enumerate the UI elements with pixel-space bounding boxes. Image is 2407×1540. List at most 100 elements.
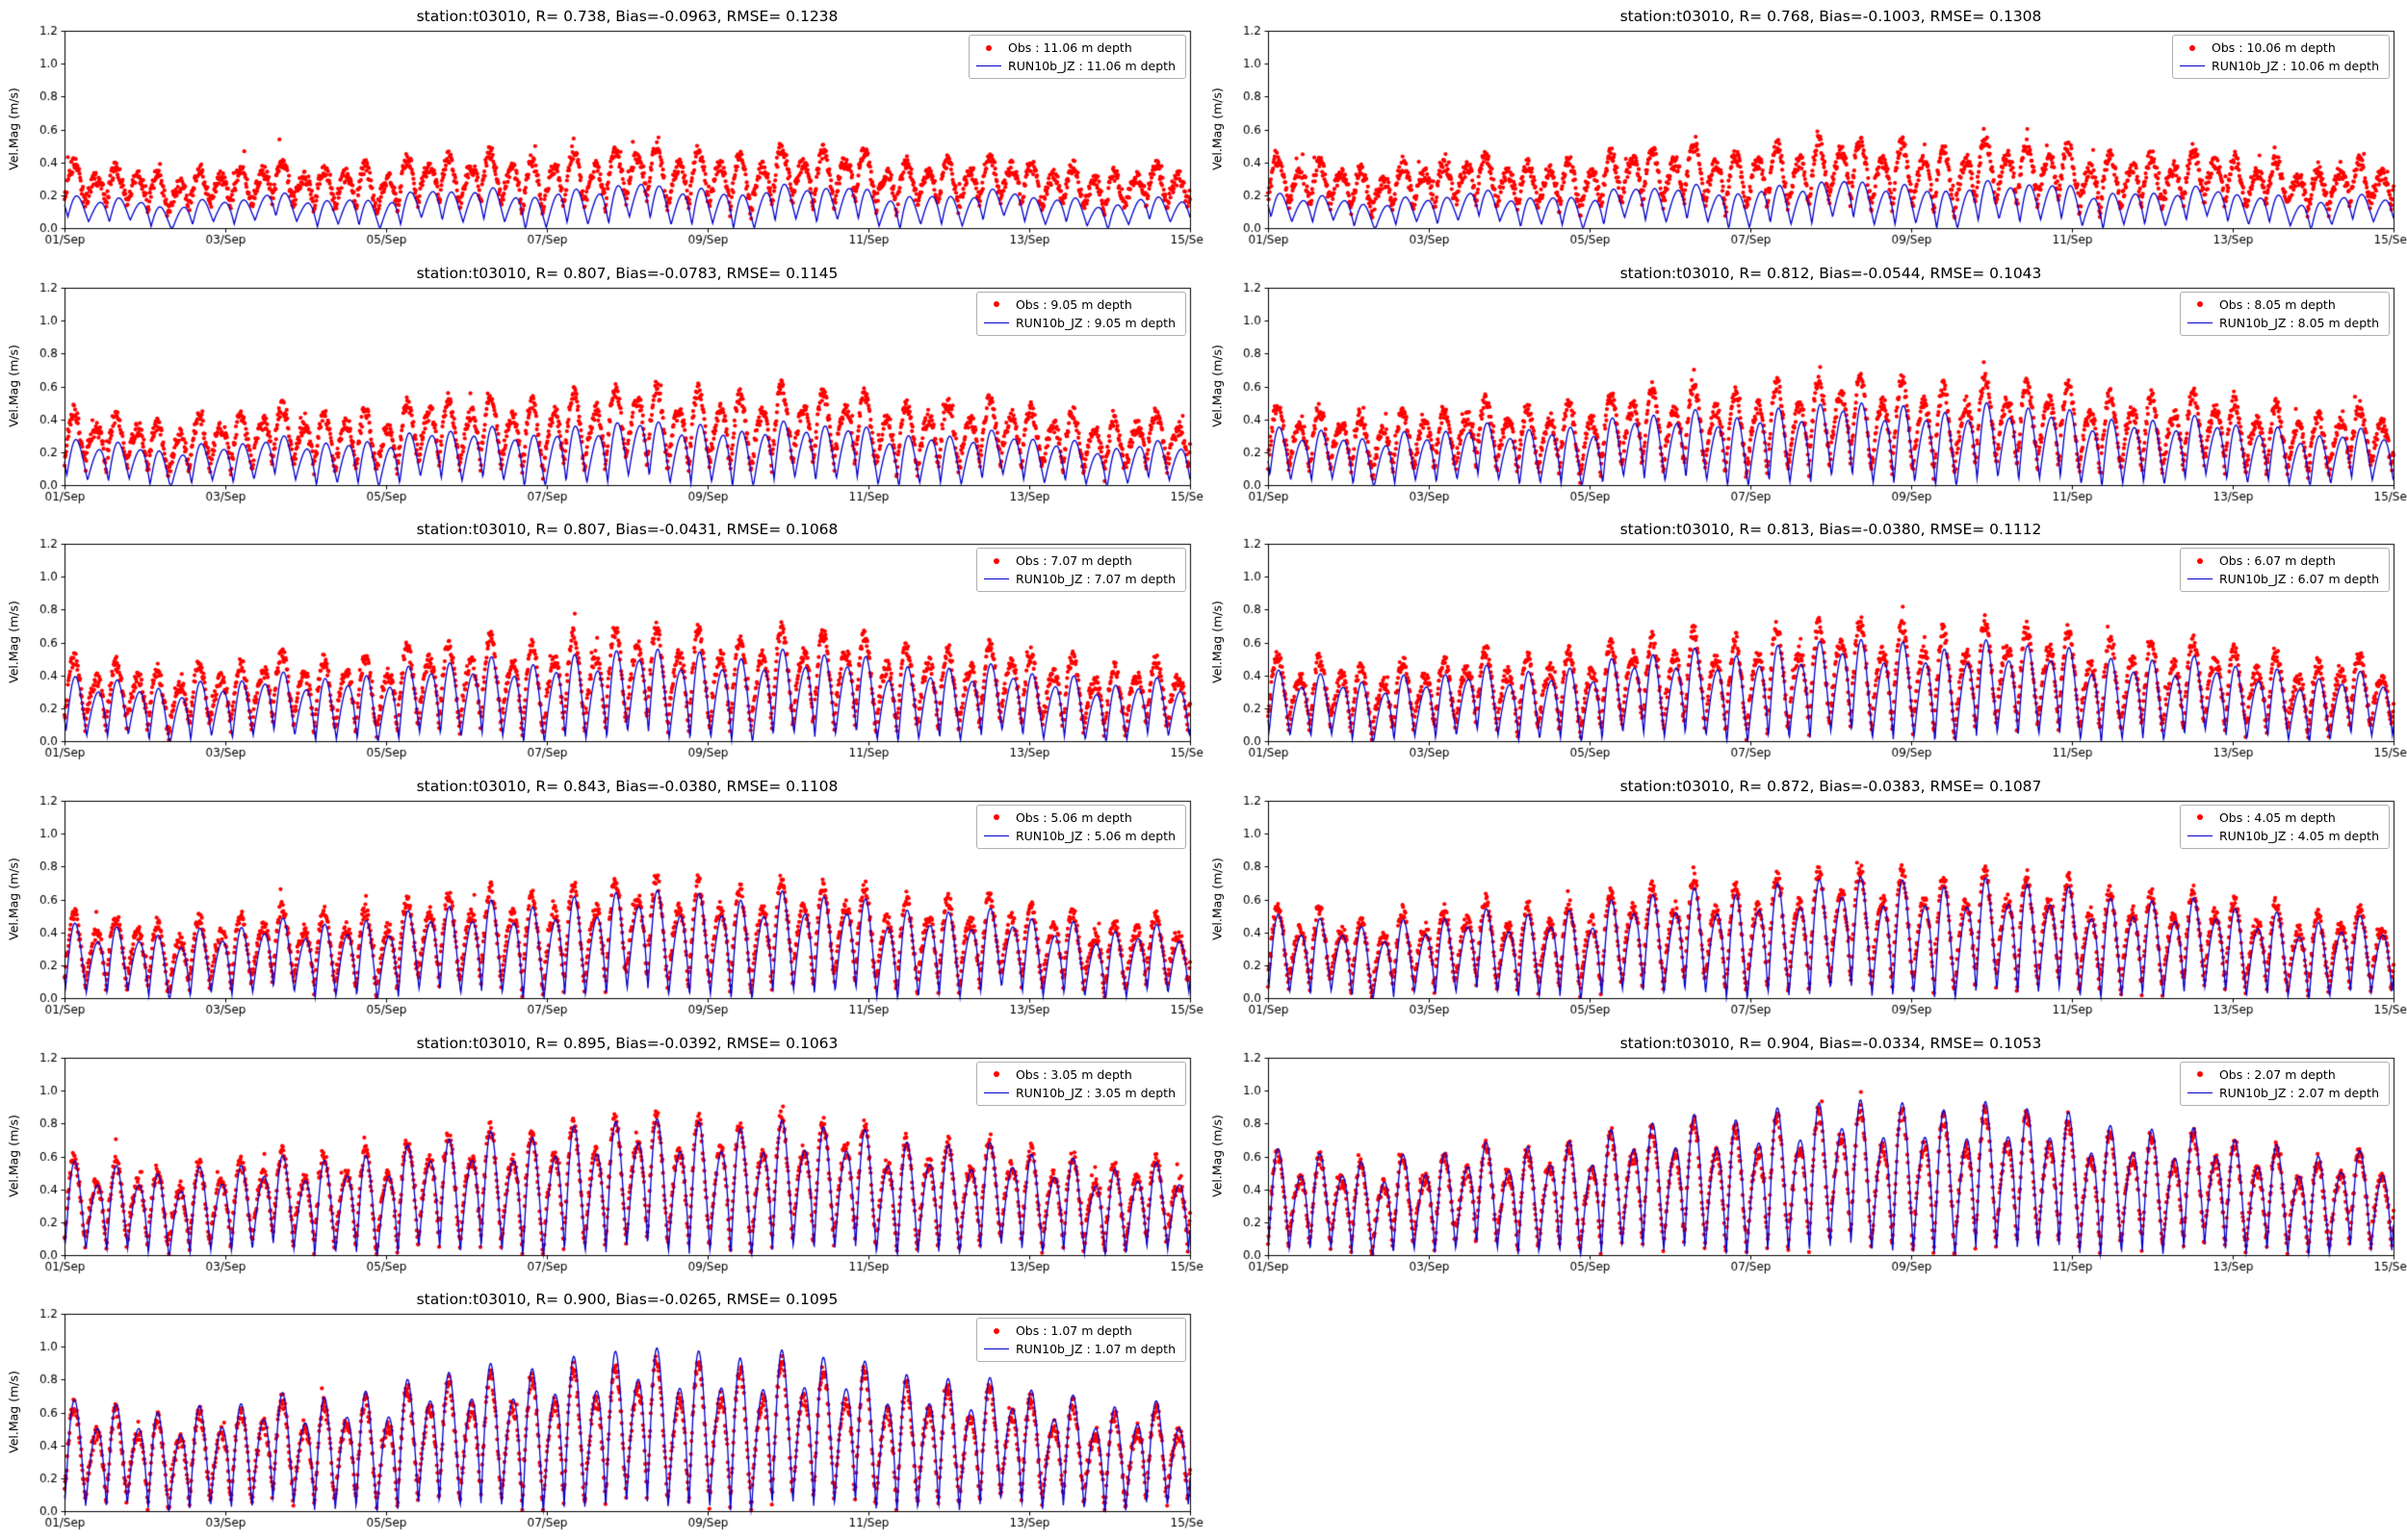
obs-dot-icon [2187,1071,2213,1078]
legend-item-model: RUN10b_JZ : 8.05 m depth [2187,315,2379,331]
model-legend-label: RUN10b_JZ : 2.07 m depth [2218,1085,2379,1100]
subplot-panel-depth-8.05: station:t03010, R= 0.812, Bias=-0.0544, … [1204,256,2407,514]
model-line-icon [2187,1091,2213,1093]
legend: Obs : 10.06 m depth RUN10b_JZ : 10.06 m … [2172,35,2390,79]
legend-item-obs: Obs : 11.06 m depth [976,39,1176,56]
legend: Obs : 7.07 m depth RUN10b_JZ : 7.07 m de… [975,548,1186,593]
obs-dot-icon [984,1071,1009,1078]
model-line-icon [2180,65,2206,66]
legend: Obs : 9.05 m depth RUN10b_JZ : 9.05 m de… [975,291,1186,336]
legend: Obs : 2.07 m depth RUN10b_JZ : 2.07 m de… [2179,1061,2390,1106]
obs-legend-label: Obs : 3.05 m depth [1015,1066,1132,1082]
y-axis-label: Vel.Mag (m/s) [6,1371,21,1454]
y-axis-label: Vel.Mag (m/s) [1209,344,1225,427]
model-legend-label: RUN10b_JZ : 7.07 m depth [1015,572,1176,587]
legend: Obs : 8.05 m depth RUN10b_JZ : 8.05 m de… [2179,291,2390,336]
y-axis-label: Vel.Mag (m/s) [6,344,21,427]
model-legend-label: RUN10b_JZ : 9.05 m depth [1015,315,1176,330]
legend: Obs : 11.06 m depth RUN10b_JZ : 11.06 m … [969,35,1186,79]
obs-dot-icon [984,557,1009,564]
panel-title: station:t03010, R= 0.807, Bias=-0.0783, … [416,264,839,282]
legend-item-obs: Obs : 5.06 m depth [984,809,1176,826]
legend-item-obs: Obs : 2.07 m depth [2187,1066,2379,1083]
obs-dot-icon [984,814,1009,821]
subplot-panel-depth-11.06: station:t03010, R= 0.738, Bias=-0.0963, … [0,0,1204,257]
panel-title: station:t03010, R= 0.768, Bias=-0.1003, … [1619,8,2042,25]
subplot-panel-depth-1.07: station:t03010, R= 0.900, Bias=-0.0265, … [0,1283,1204,1540]
model-legend-label: RUN10b_JZ : 10.06 m depth [2212,59,2379,73]
obs-dot-icon [2187,814,2213,821]
legend: Obs : 3.05 m depth RUN10b_JZ : 3.05 m de… [975,1061,1186,1106]
subplot-panel-depth-4.05: station:t03010, R= 0.872, Bias=-0.0383, … [1204,769,2407,1027]
obs-legend-label: Obs : 1.07 m depth [1015,1323,1132,1339]
subplot-panel-depth-5.06: station:t03010, R= 0.843, Bias=-0.0380, … [0,769,1204,1027]
panel-title: station:t03010, R= 0.900, Bias=-0.0265, … [416,1291,839,1309]
panel-title: station:t03010, R= 0.843, Bias=-0.0380, … [416,777,839,795]
obs-legend-label: Obs : 11.06 m depth [1008,40,1132,55]
obs-dot-icon [2187,557,2213,564]
model-legend-label: RUN10b_JZ : 4.05 m depth [2218,828,2379,843]
y-axis-label: Vel.Mag (m/s) [6,858,21,940]
legend-item-model: RUN10b_JZ : 9.05 m depth [983,315,1176,331]
legend-item-model: RUN10b_JZ : 1.07 m depth [983,1341,1176,1357]
model-line-icon [2187,321,2213,323]
y-axis-label: Vel.Mag (m/s) [1209,88,1225,170]
panel-title: station:t03010, R= 0.872, Bias=-0.0383, … [1619,777,2042,795]
legend-item-model: RUN10b_JZ : 10.06 m depth [2180,58,2379,74]
y-axis-label: Vel.Mag (m/s) [1209,858,1225,940]
legend-item-obs: Obs : 6.07 m depth [2187,552,2379,569]
legend-item-model: RUN10b_JZ : 5.06 m depth [983,828,1176,844]
subplot-panel-depth-9.05: station:t03010, R= 0.807, Bias=-0.0783, … [0,256,1204,514]
obs-legend-label: Obs : 2.07 m depth [2218,1066,2336,1082]
legend-item-model: RUN10b_JZ : 3.05 m depth [983,1085,1176,1101]
model-legend-label: RUN10b_JZ : 5.06 m depth [1015,828,1176,843]
model-legend-label: RUN10b_JZ : 3.05 m depth [1015,1085,1176,1100]
legend: Obs : 6.07 m depth RUN10b_JZ : 6.07 m de… [2179,548,2390,593]
legend-item-obs: Obs : 7.07 m depth [984,552,1176,569]
legend-item-obs: Obs : 10.06 m depth [2180,39,2379,56]
obs-dot-icon [2187,301,2213,308]
obs-dot-icon [976,44,1001,51]
panel-title: station:t03010, R= 0.812, Bias=-0.0544, … [1619,264,2042,282]
model-line-icon [2187,834,2213,836]
obs-dot-icon [984,1327,1009,1334]
y-axis-label: Vel.Mag (m/s) [1209,601,1225,684]
model-line-icon [2187,578,2213,580]
subplot-panel-depth-10.06: station:t03010, R= 0.768, Bias=-0.1003, … [1204,0,2407,257]
obs-dot-icon [2180,44,2205,51]
legend-item-model: RUN10b_JZ : 7.07 m depth [983,571,1176,587]
model-line-icon [983,1091,1009,1093]
model-legend-label: RUN10b_JZ : 1.07 m depth [1015,1342,1176,1357]
obs-dot-icon [984,301,1009,308]
panel-title: station:t03010, R= 0.895, Bias=-0.0392, … [416,1034,839,1052]
legend-item-obs: Obs : 3.05 m depth [984,1066,1176,1083]
model-line-icon [976,65,1002,66]
model-line-icon [983,1348,1009,1350]
subplot-panel-depth-3.05: station:t03010, R= 0.895, Bias=-0.0392, … [0,1026,1204,1284]
obs-legend-label: Obs : 6.07 m depth [2218,553,2336,569]
panel-title: station:t03010, R= 0.904, Bias=-0.0334, … [1619,1034,2042,1052]
panel-title: station:t03010, R= 0.807, Bias=-0.0431, … [416,521,839,539]
model-legend-label: RUN10b_JZ : 11.06 m depth [1008,59,1176,73]
legend-item-obs: Obs : 4.05 m depth [2187,809,2379,826]
model-line-icon [983,321,1009,323]
obs-legend-label: Obs : 9.05 m depth [1015,296,1132,312]
legend-item-model: RUN10b_JZ : 2.07 m depth [2187,1085,2379,1101]
y-axis-label: Vel.Mag (m/s) [1209,1114,1225,1197]
obs-legend-label: Obs : 7.07 m depth [1015,553,1132,569]
model-line-icon [983,834,1009,836]
y-axis-label: Vel.Mag (m/s) [6,601,21,684]
model-line-icon [983,578,1009,580]
legend-item-obs: Obs : 9.05 m depth [984,296,1176,313]
legend-item-obs: Obs : 1.07 m depth [984,1322,1176,1339]
legend-item-obs: Obs : 8.05 m depth [2187,296,2379,313]
model-legend-label: RUN10b_JZ : 8.05 m depth [2218,315,2379,330]
panel-title: station:t03010, R= 0.813, Bias=-0.0380, … [1619,521,2042,539]
subplot-panel-depth-2.07: station:t03010, R= 0.904, Bias=-0.0334, … [1204,1026,2407,1284]
legend-item-model: RUN10b_JZ : 6.07 m depth [2187,571,2379,587]
legend: Obs : 5.06 m depth RUN10b_JZ : 5.06 m de… [975,804,1186,849]
panel-title: station:t03010, R= 0.738, Bias=-0.0963, … [416,8,839,25]
legend: Obs : 1.07 m depth RUN10b_JZ : 1.07 m de… [975,1318,1186,1363]
subplot-panel-depth-6.07: station:t03010, R= 0.813, Bias=-0.0380, … [1204,513,2407,770]
